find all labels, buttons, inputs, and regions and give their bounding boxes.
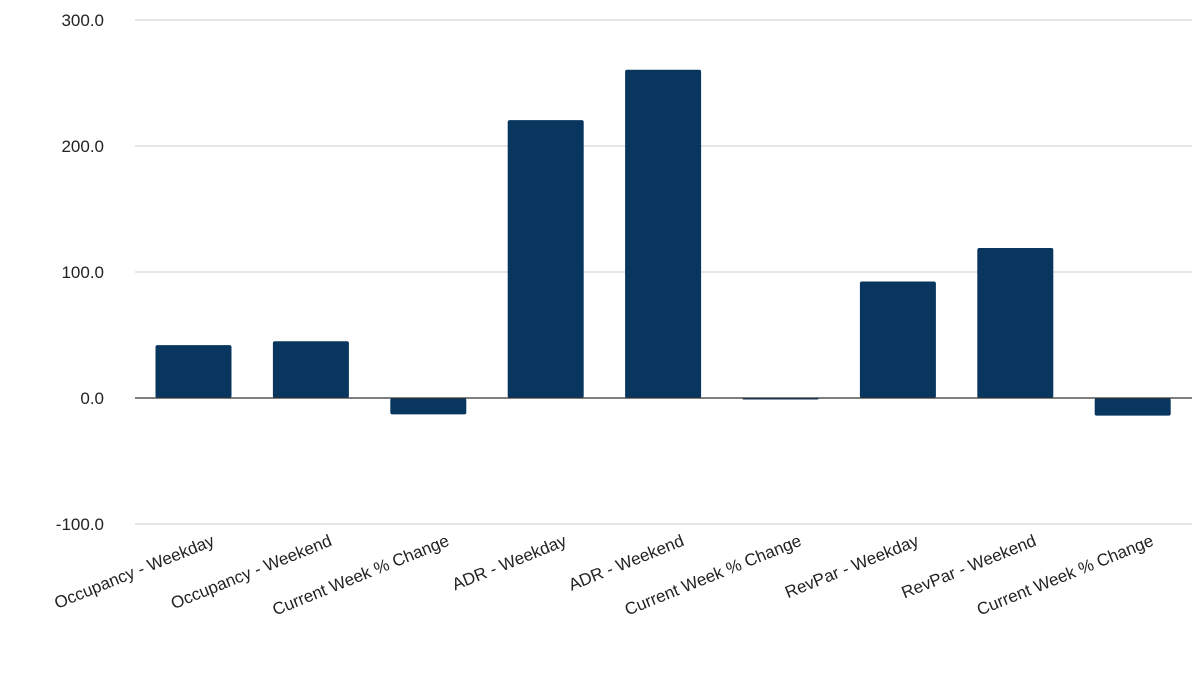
y-tick-label: 100.0	[61, 263, 104, 282]
bars	[155, 69, 1171, 416]
bar	[625, 69, 702, 399]
bar	[272, 341, 349, 398]
y-tick-label: 200.0	[61, 137, 104, 156]
x-category-label: ADR - Weekday	[449, 531, 569, 594]
bar	[507, 120, 584, 399]
y-tick-label: 0.0	[80, 389, 104, 408]
bar	[977, 248, 1054, 398]
y-tick-label: 300.0	[61, 11, 104, 30]
y-tick-label: -100.0	[56, 515, 104, 534]
bar	[1094, 398, 1171, 416]
y-axis-tick-labels: 300.0 200.0 100.0 0.0 -100.0	[56, 11, 104, 534]
bar	[390, 398, 467, 415]
bar	[155, 345, 232, 398]
bar	[859, 281, 936, 398]
